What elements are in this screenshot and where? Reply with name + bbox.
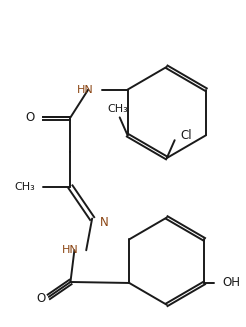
Text: CH₃: CH₃ (14, 182, 35, 192)
Text: CH₃: CH₃ (107, 104, 128, 114)
Text: O: O (36, 292, 46, 305)
Text: OH: OH (222, 276, 240, 289)
Text: Cl: Cl (181, 129, 192, 142)
Text: N: N (100, 216, 109, 229)
Text: O: O (26, 111, 35, 124)
Text: HN: HN (62, 245, 78, 255)
Text: HN: HN (77, 85, 94, 95)
